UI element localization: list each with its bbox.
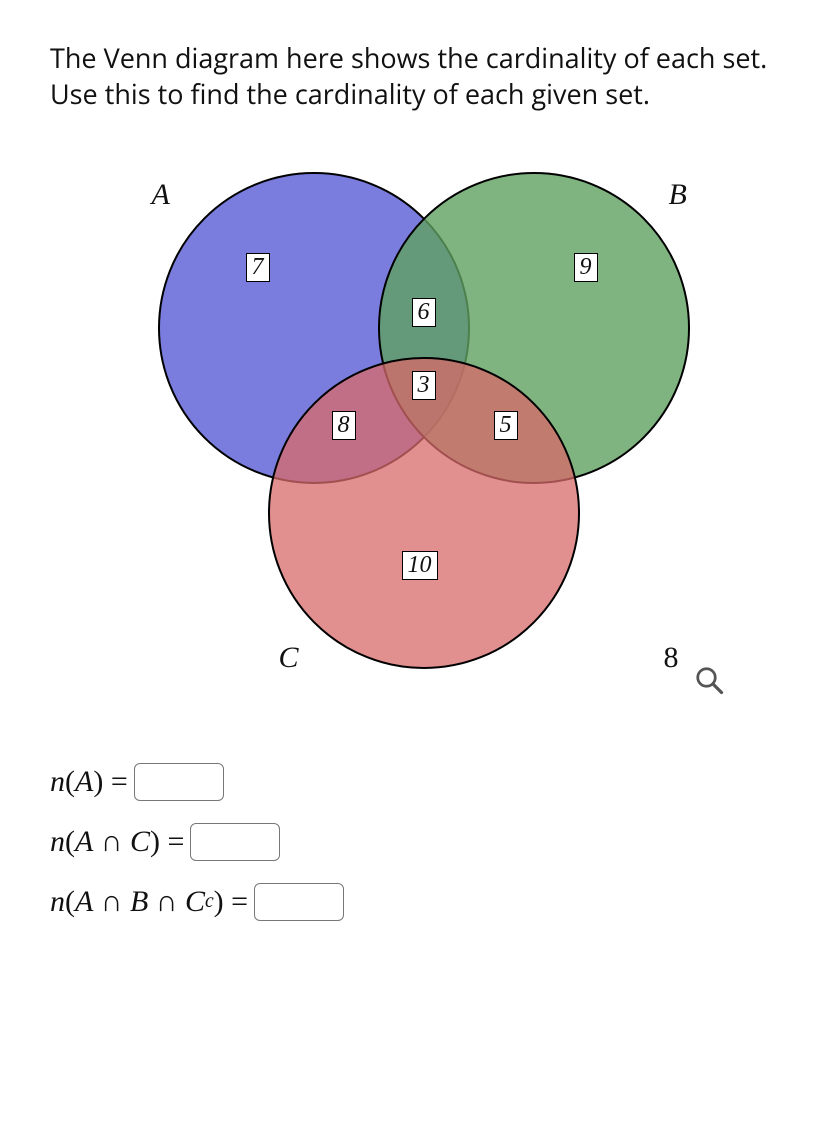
region-abc: 3: [412, 371, 436, 401]
region-bc: 5: [494, 411, 518, 441]
question-n-a: n(A) =: [50, 763, 777, 801]
venn-diagram: A B C 7 9 6 3 8 5 10 8: [104, 143, 724, 733]
set-label-c: C: [279, 641, 299, 675]
answer-input-na[interactable]: [134, 763, 224, 801]
region-a-only: 7: [246, 253, 270, 283]
answer-input-nac[interactable]: [190, 823, 280, 861]
magnifier-icon[interactable]: [694, 665, 724, 695]
outside-value: 8: [664, 641, 679, 675]
prompt-text: The Venn diagram here shows the cardinal…: [50, 40, 777, 113]
question-n-a-int-c: n(A ∩ C) =: [50, 823, 777, 861]
circle-c: [269, 358, 579, 668]
region-ab: 6: [412, 298, 436, 328]
region-c-only: 10: [402, 551, 438, 581]
venn-svg: [104, 143, 724, 733]
questions: n(A) = n(A ∩ C) = n(A ∩ B ∩ Cc) =: [50, 763, 777, 921]
set-label-b: B: [669, 178, 687, 212]
region-b-only: 9: [574, 253, 598, 283]
region-ac: 8: [332, 411, 356, 441]
answer-input-nabcc[interactable]: [254, 883, 344, 921]
question-n-a-int-b-int-cc: n(A ∩ B ∩ Cc) =: [50, 883, 777, 921]
set-label-a: A: [152, 178, 170, 212]
